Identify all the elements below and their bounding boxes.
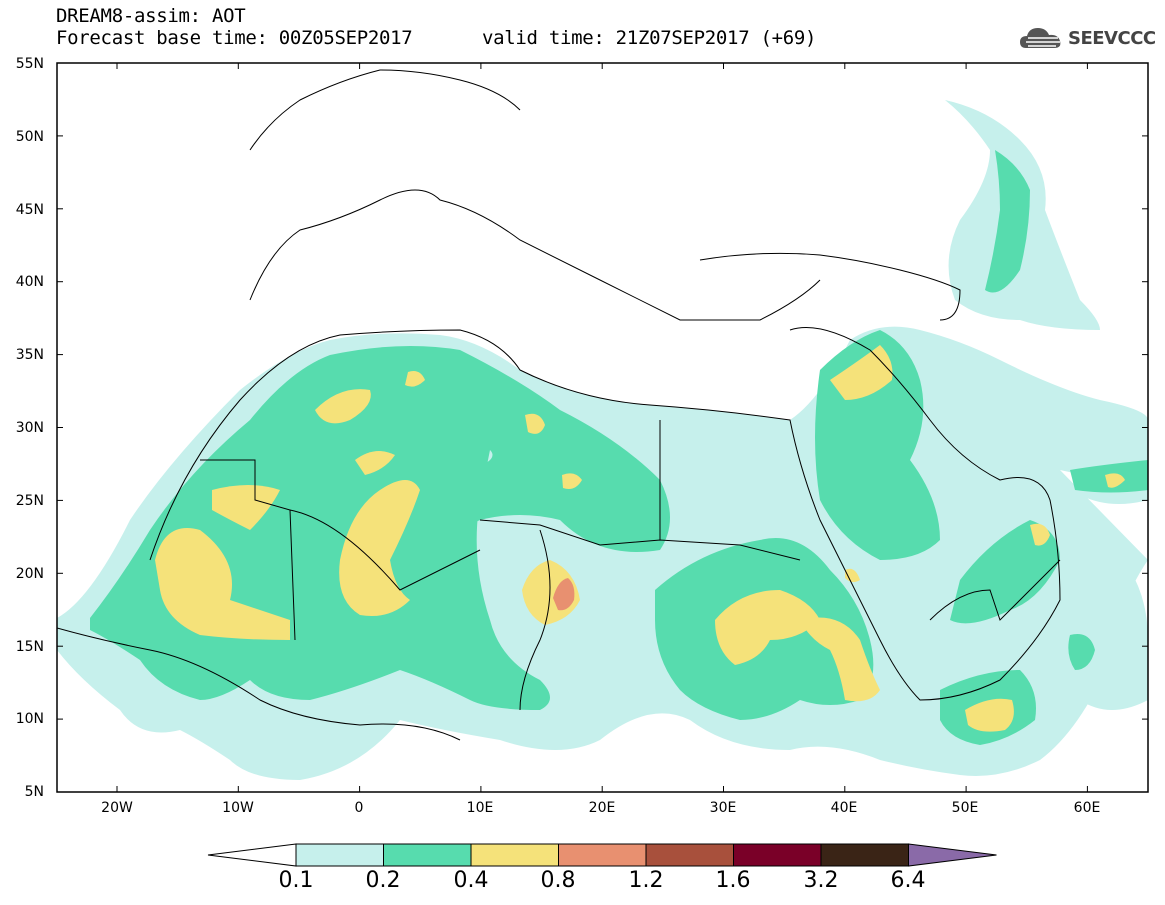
lat-label: 5N <box>24 784 44 800</box>
lat-label: 25N <box>15 493 44 509</box>
lat-label: 15N <box>15 639 44 655</box>
aot-band-0-4 <box>155 345 1125 732</box>
colorbar-swatch <box>470 843 559 867</box>
lat-label: 40N <box>15 274 44 290</box>
colorbar-label: 1.6 <box>715 868 751 893</box>
colorbar-swatch <box>820 843 909 867</box>
colorbar-label: 0.1 <box>278 868 314 893</box>
lon-label: 0 <box>354 800 364 816</box>
forecast-base-time: Forecast base time: 00Z05SEP2017 <box>56 27 413 49</box>
lon-label: 20E <box>588 800 616 816</box>
lat-label: 10N <box>15 711 44 727</box>
aot-band-0-8 <box>553 578 575 611</box>
colorbar-label: 3.2 <box>803 868 839 893</box>
coastlines <box>57 69 1061 741</box>
lon-label: 30E <box>709 800 737 816</box>
lat-label: 30N <box>15 420 44 436</box>
colorbar-label: 6.4 <box>890 868 926 893</box>
colorbar-label: 0.2 <box>365 868 401 893</box>
lat-label: 45N <box>15 202 44 218</box>
map-title: DREAM8-assim: AOT <box>56 5 246 27</box>
cloud-icon <box>1020 28 1061 48</box>
lat-label: 55N <box>15 56 44 72</box>
lat-label: 20N <box>15 566 44 582</box>
valid-time: valid time: 21Z07SEP2017 (+69) <box>482 27 817 49</box>
colorbar-under-triangle <box>207 843 297 867</box>
colorbar-swatch <box>558 843 647 867</box>
colorbar-label: 1.2 <box>628 868 664 893</box>
lon-label: 10W <box>222 800 254 816</box>
colorbar-label: 0.4 <box>453 868 489 893</box>
lon-label: 10E <box>466 800 494 816</box>
lon-label: 40E <box>830 800 858 816</box>
colorbar-swatch <box>383 843 472 867</box>
colorbar-swatch <box>295 843 384 867</box>
lon-label: 20W <box>101 800 133 816</box>
colorbar-over-triangle <box>908 843 997 867</box>
lat-label: 50N <box>15 129 44 145</box>
colorbar-swatch <box>733 843 822 867</box>
lon-label: 60E <box>1073 800 1101 816</box>
colorbar-label: 0.8 <box>540 868 576 893</box>
colorbar-swatch <box>645 843 734 867</box>
logo-text: SEEVCCC <box>1068 28 1156 49</box>
lon-label: 50E <box>951 800 979 816</box>
seevccc-logo: SEEVCCC <box>1018 20 1158 60</box>
lat-label: 35N <box>15 347 44 363</box>
